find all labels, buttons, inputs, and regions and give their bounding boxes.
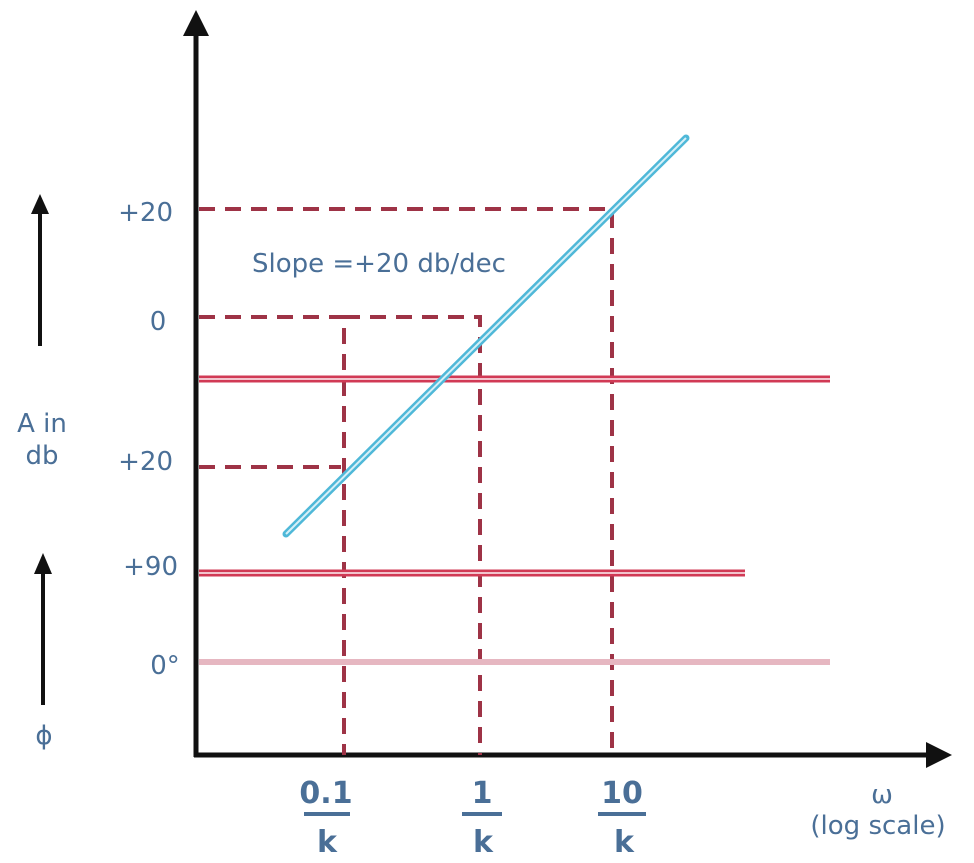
slope-annotation: Slope =+20 db/dec bbox=[252, 249, 506, 279]
x-axis-omega-label: ω bbox=[871, 780, 893, 810]
y-tick-plus20-top: +20 bbox=[118, 198, 173, 228]
amplitude-axis-label-line2: db bbox=[25, 441, 58, 471]
phase-axis-label: ϕ bbox=[35, 721, 52, 751]
amplitude-direction-arrowhead bbox=[31, 194, 49, 214]
x-tick-0.1-denominator: k bbox=[317, 825, 338, 860]
y-tick-plus20-bottom: +20 bbox=[118, 447, 173, 477]
phase-direction-arrowhead bbox=[34, 553, 52, 574]
amplitude-axis-label-line1: A in bbox=[17, 409, 67, 439]
guide-top-plus20 bbox=[199, 207, 614, 755]
x-tick-1-denominator: k bbox=[473, 825, 494, 860]
x-tick-0.1-numerator: 0.1 bbox=[299, 776, 352, 811]
magnitude-slope-line-inner bbox=[285, 137, 687, 535]
y-tick-plus90: +90 bbox=[123, 552, 178, 582]
y-tick-zero-degree: 0° bbox=[150, 651, 180, 681]
x-tick-10-numerator: 10 bbox=[601, 776, 643, 811]
x-tick-1-numerator: 1 bbox=[472, 776, 493, 811]
x-tick-10-denominator: k bbox=[614, 825, 635, 860]
guide-zero-extension bbox=[344, 315, 482, 755]
x-axis-scale-label: (log scale) bbox=[810, 811, 945, 841]
y-tick-zero: 0 bbox=[150, 307, 167, 337]
x-axis-arrowhead bbox=[926, 742, 952, 768]
guide-zero bbox=[199, 315, 346, 755]
y-axis-arrowhead bbox=[183, 10, 209, 36]
guide-lines bbox=[199, 207, 614, 755]
